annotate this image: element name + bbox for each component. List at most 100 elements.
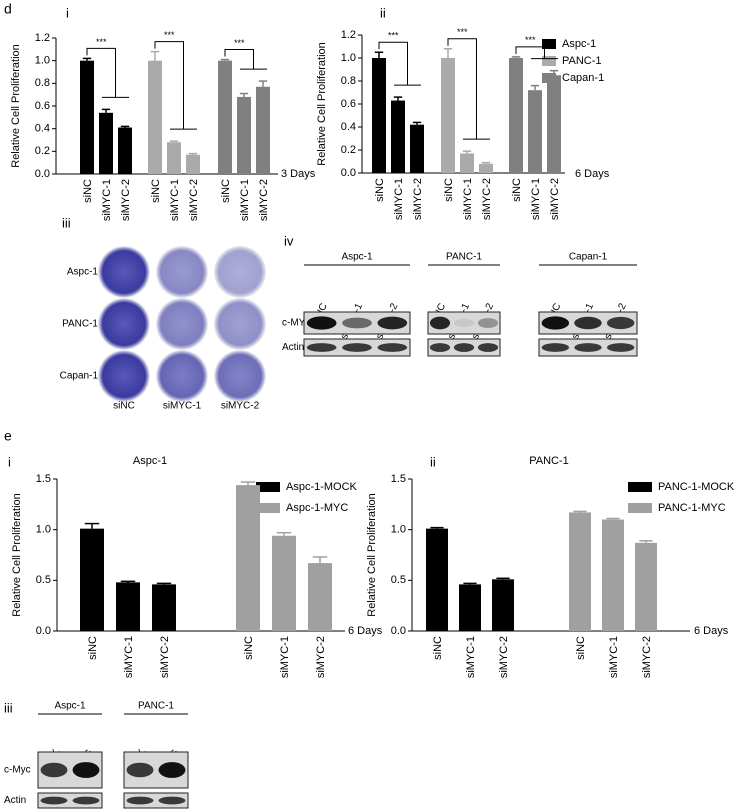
colony-stain bbox=[157, 247, 207, 297]
annotation: 6 Days bbox=[348, 625, 383, 637]
y-tick-label: 1.0 bbox=[36, 524, 51, 536]
x-tick-label: siMYC-1 bbox=[530, 178, 542, 220]
x-tick-label: siMYC-1 bbox=[123, 636, 135, 678]
significance-label: *** bbox=[388, 31, 399, 41]
group-label: PANC-1 bbox=[446, 252, 482, 263]
significance-label: *** bbox=[96, 37, 107, 47]
x-tick-label: siMYC-2 bbox=[188, 179, 200, 221]
y-tick-label: 1.0 bbox=[341, 52, 356, 64]
significance-bracket bbox=[154, 41, 197, 130]
x-tick-label: siMYC-2 bbox=[641, 636, 653, 678]
blot-band bbox=[541, 343, 570, 352]
y-tick-label: 0.6 bbox=[35, 100, 50, 112]
bar bbox=[441, 58, 455, 173]
bar bbox=[308, 563, 332, 631]
bar bbox=[569, 512, 591, 631]
blot-band bbox=[342, 317, 372, 329]
significance-bracket bbox=[224, 49, 267, 70]
bar bbox=[167, 142, 181, 174]
blot-band bbox=[306, 343, 337, 352]
legend-label: Aspc-1-MOCK bbox=[286, 481, 358, 493]
x-tick-label: siMYC-2 bbox=[258, 179, 270, 221]
bar bbox=[272, 535, 296, 631]
x-tick-label: siMYC-2 bbox=[412, 178, 424, 220]
row-label: c-Myc bbox=[4, 765, 31, 776]
blot-band bbox=[429, 343, 451, 352]
blot-membrane bbox=[427, 311, 501, 335]
panel-label: i bbox=[66, 5, 69, 20]
significance-label: *** bbox=[457, 27, 468, 37]
y-tick-label: 0.5 bbox=[36, 574, 51, 586]
panel-label: iii bbox=[62, 215, 71, 230]
colony-stain bbox=[215, 299, 265, 349]
bar bbox=[372, 58, 386, 173]
blot-band bbox=[429, 316, 451, 330]
x-tick-label: siMYC-2 bbox=[498, 636, 510, 678]
group-label: Capan-1 bbox=[569, 252, 608, 263]
group-label: Aspc-1 bbox=[54, 701, 86, 712]
significance-bracket bbox=[515, 46, 558, 60]
column-label: siMYC-1 bbox=[163, 401, 202, 412]
bar bbox=[256, 86, 270, 174]
blot-band bbox=[40, 762, 68, 778]
annotation: 6 Days bbox=[575, 168, 610, 180]
bar bbox=[528, 90, 542, 173]
blot-band bbox=[606, 343, 635, 352]
blot-band bbox=[377, 316, 408, 330]
y-tick-label: 0.4 bbox=[35, 123, 50, 135]
blot-band bbox=[72, 796, 100, 805]
y-tick-label: 0.0 bbox=[391, 625, 406, 637]
bar bbox=[116, 582, 140, 631]
x-tick-label: siMYC-1 bbox=[169, 179, 181, 221]
row-label: Aspc-1 bbox=[67, 267, 99, 278]
bar bbox=[602, 519, 624, 631]
y-tick-label: 0.6 bbox=[341, 98, 356, 110]
blot-band bbox=[477, 318, 499, 328]
legend-label: PANC-1-MOCK bbox=[658, 481, 735, 493]
x-tick-label: siMYC-1 bbox=[101, 179, 113, 221]
legend-label: Aspc-1-MYC bbox=[286, 502, 348, 514]
row-label: PANC-1 bbox=[62, 319, 98, 330]
y-tick-label: 0.8 bbox=[341, 75, 356, 87]
legend-label: Capan-1 bbox=[562, 72, 604, 84]
colony-stain bbox=[157, 351, 207, 401]
bar bbox=[460, 153, 474, 173]
blot-band bbox=[126, 762, 154, 778]
legend-swatch bbox=[542, 73, 556, 83]
bar bbox=[547, 75, 561, 173]
x-tick-label: siMYC-1 bbox=[239, 179, 251, 221]
x-tick-label: siMYC-1 bbox=[279, 636, 291, 678]
row-label: Capan-1 bbox=[60, 371, 99, 382]
y-axis-label: Relative Cell Proliferation bbox=[316, 42, 328, 166]
x-tick-label: siMYC-1 bbox=[393, 178, 405, 220]
bar bbox=[218, 60, 232, 174]
y-tick-label: 0.4 bbox=[341, 121, 356, 133]
bar bbox=[492, 579, 514, 631]
x-tick-label: siNC bbox=[443, 178, 455, 202]
legend-swatch bbox=[256, 482, 280, 492]
colony-stain bbox=[215, 351, 265, 401]
annotation: 3 Days bbox=[281, 168, 316, 180]
blot-band bbox=[342, 343, 372, 352]
colony-stain bbox=[99, 351, 149, 401]
row-label: Actin bbox=[282, 342, 304, 353]
x-tick-label: siNC bbox=[432, 636, 444, 660]
column-label: siMYC-2 bbox=[221, 401, 260, 412]
y-axis-label: Relative Cell Proliferation bbox=[366, 493, 378, 617]
x-tick-label: siMYC-2 bbox=[549, 178, 561, 220]
colony-stain bbox=[99, 299, 149, 349]
blot-band bbox=[453, 318, 475, 328]
panel-letter: e bbox=[4, 428, 12, 444]
blot-band bbox=[606, 316, 635, 330]
blot-band bbox=[574, 316, 602, 330]
y-tick-label: 0.5 bbox=[391, 574, 406, 586]
y-tick-label: 1.2 bbox=[341, 29, 356, 41]
blot-band bbox=[477, 343, 499, 352]
y-tick-label: 0.0 bbox=[36, 625, 51, 637]
y-tick-label: 0.2 bbox=[35, 145, 50, 157]
x-tick-label: siMYC-1 bbox=[462, 178, 474, 220]
colony-stain bbox=[99, 247, 149, 297]
y-tick-label: 0.0 bbox=[35, 168, 50, 180]
blot-band bbox=[158, 796, 186, 805]
